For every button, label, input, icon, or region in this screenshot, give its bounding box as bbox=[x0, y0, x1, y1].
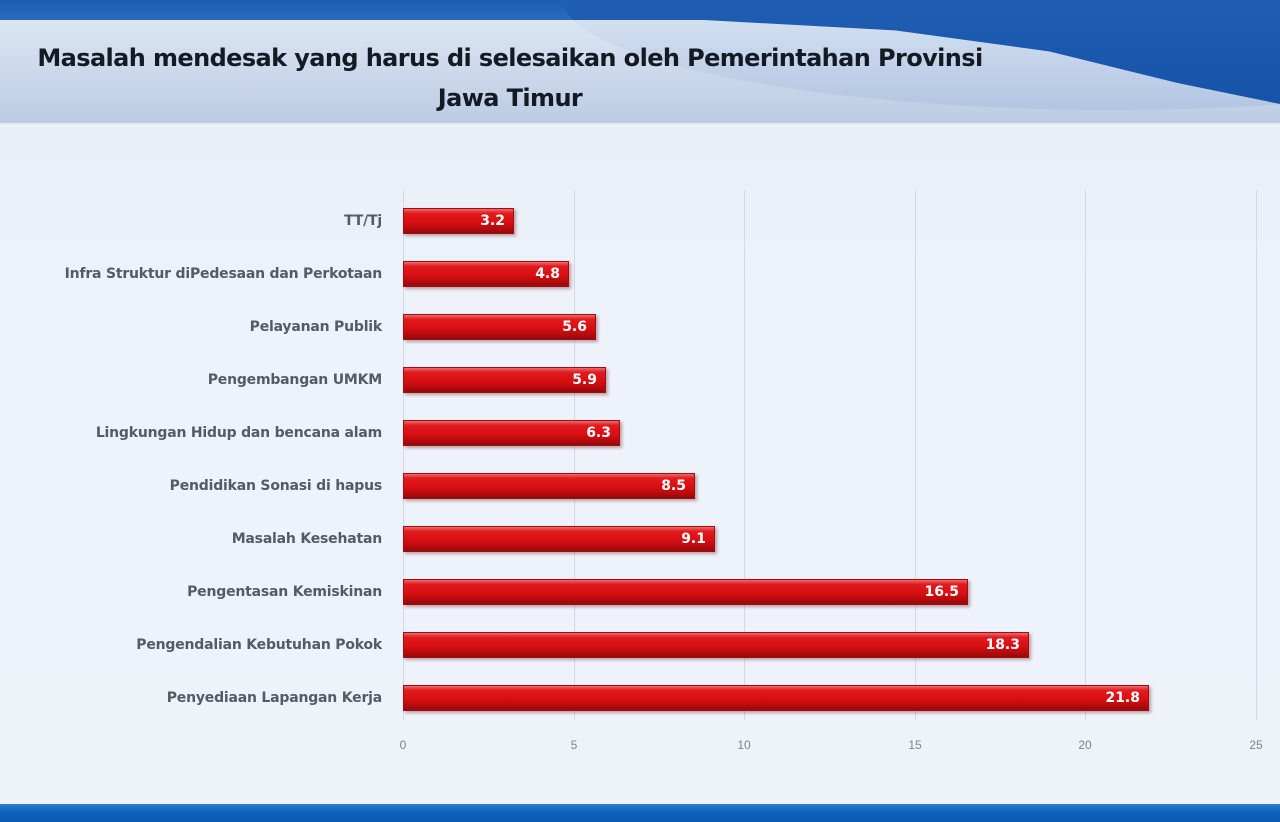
bar: 5.6 bbox=[403, 314, 596, 340]
x-axis-tick-label: 0 bbox=[399, 738, 407, 752]
category-label: Lingkungan Hidup dan bencana alam bbox=[95, 425, 382, 441]
chart-title-line2: Jawa Timur bbox=[437, 84, 583, 112]
x-axis-tick-label: 25 bbox=[1249, 738, 1263, 752]
bar-value-label: 6.3 bbox=[586, 425, 611, 441]
category-label: Masalah Kesehatan bbox=[231, 531, 382, 547]
category-label: Pendidikan Sonasi di hapus bbox=[169, 478, 383, 494]
x-axis-tick-label: 5 bbox=[570, 738, 578, 752]
footer-band bbox=[0, 804, 1280, 822]
category-label: Infra Struktur diPedesaan dan Perkotaan bbox=[64, 266, 383, 282]
gridline bbox=[1085, 190, 1086, 720]
header-divider bbox=[0, 123, 1280, 127]
category-label: Penyediaan Lapangan Kerja bbox=[166, 690, 382, 706]
category-label: Pelayanan Publik bbox=[249, 319, 383, 335]
bar-value-label: 21.8 bbox=[1105, 690, 1140, 706]
bar: 16.5 bbox=[403, 579, 968, 605]
bar: 6.3 bbox=[403, 420, 620, 446]
x-axis-tick-label: 20 bbox=[1078, 738, 1092, 752]
gridline bbox=[574, 190, 575, 720]
bar-value-label: 18.3 bbox=[985, 637, 1020, 653]
category-label: TT/Tj bbox=[344, 213, 382, 229]
gridline bbox=[915, 190, 916, 720]
bar: 5.9 bbox=[403, 367, 606, 393]
chart-title-line1: Masalah mendesak yang harus di selesaika… bbox=[37, 44, 983, 72]
bar: 3.2 bbox=[403, 208, 514, 234]
bar-value-label: 3.2 bbox=[480, 213, 505, 229]
x-axis-tick-label: 15 bbox=[908, 738, 922, 752]
bar: 9.1 bbox=[403, 526, 715, 552]
bar-chart: 0 5 10 15 20 25 TT/Tj 3.2 Infra Struktur diPedes… bbox=[64, 190, 1263, 752]
bar: 8.5 bbox=[403, 473, 695, 499]
chart-title: Masalah mendesak yang harus di selesaika… bbox=[0, 38, 1020, 118]
category-label: Pengembangan UMKM bbox=[207, 372, 382, 388]
bar: 18.3 bbox=[403, 632, 1029, 658]
bar-value-label: 4.8 bbox=[535, 266, 560, 282]
gridline bbox=[1256, 190, 1257, 720]
bar-value-label: 9.1 bbox=[681, 531, 706, 547]
category-label: Pengentasan Kemiskinan bbox=[187, 584, 382, 600]
x-axis-tick-label: 10 bbox=[737, 738, 751, 752]
gridline bbox=[403, 190, 404, 720]
bar: 4.8 bbox=[403, 261, 569, 287]
header-band bbox=[0, 0, 1280, 125]
gridline bbox=[744, 190, 745, 720]
category-label: Pengendalian Kebutuhan Pokok bbox=[136, 637, 382, 653]
bar: 21.8 bbox=[403, 685, 1149, 711]
bar-value-label: 5.6 bbox=[562, 319, 587, 335]
bar-value-label: 5.9 bbox=[572, 372, 597, 388]
bar-value-label: 8.5 bbox=[661, 478, 686, 494]
bar-value-label: 16.5 bbox=[924, 584, 959, 600]
